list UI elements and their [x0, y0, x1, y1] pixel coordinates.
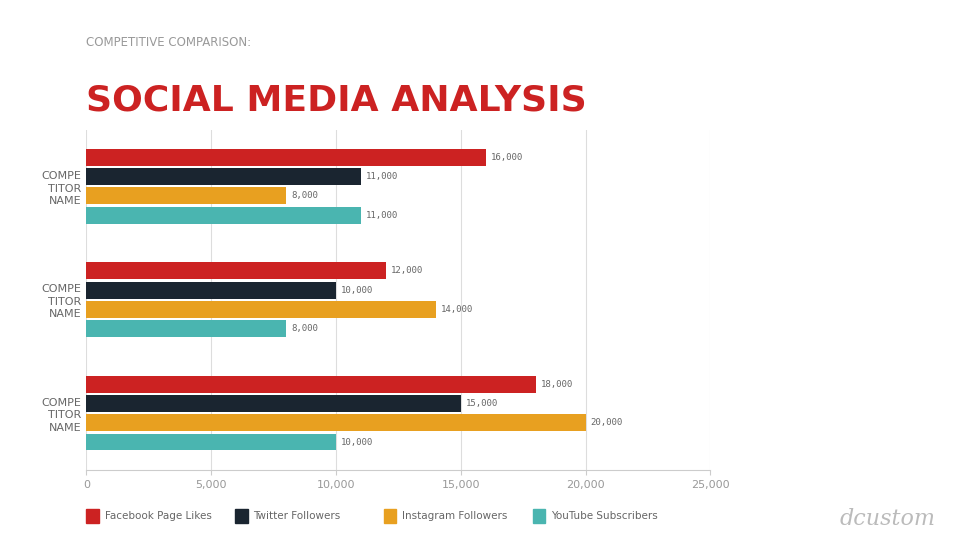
Text: YOUR BRAND:: YOUR BRAND: [750, 157, 824, 166]
Bar [86, 414, 586, 431]
Bar [86, 262, 386, 279]
Text: YOUTUBE: YOUTUBE [750, 307, 794, 317]
Text: Facebook Page Likes: Facebook Page Likes [105, 511, 211, 521]
Text: : 200,000: : 200,000 [871, 190, 926, 204]
Text: YouTube Subscribers: YouTube Subscribers [551, 511, 658, 521]
Text: Twitter Followers: Twitter Followers [253, 511, 341, 521]
Bar [86, 434, 336, 450]
Text: Instagram Followers: Instagram Followers [402, 511, 508, 521]
Bar [86, 320, 286, 337]
Bar [86, 149, 486, 166]
Bar [86, 395, 461, 412]
Bar [86, 281, 336, 299]
Text: : 550,00: : 550,00 [856, 307, 904, 320]
Text: COMPETITIVE COMPARISON:: COMPETITIVE COMPARISON: [86, 36, 252, 49]
Text: INSTAGRAM: INSTAGRAM [750, 268, 806, 278]
Text: 10,000: 10,000 [341, 286, 373, 294]
Text: : 40,000: : 40,000 [886, 268, 934, 281]
Bar [86, 168, 361, 185]
Text: 12,000: 12,000 [391, 266, 423, 275]
Bar [86, 301, 436, 318]
Text: TWITTER: TWITTER [750, 230, 794, 239]
Bar [86, 207, 361, 224]
Text: : 20,000: : 20,000 [856, 230, 904, 242]
Text: 16,000: 16,000 [491, 153, 523, 162]
Text: 8,000: 8,000 [291, 324, 318, 333]
Text: dcustom: dcustom [840, 509, 936, 530]
Text: 14,000: 14,000 [441, 305, 473, 314]
Bar [86, 187, 286, 205]
Text: 10,000: 10,000 [341, 437, 373, 447]
Text: FACEBOOK: FACEBOOK [750, 190, 800, 200]
Text: 18,000: 18,000 [540, 380, 573, 389]
Text: SOCIAL MEDIA ANALYSIS: SOCIAL MEDIA ANALYSIS [86, 84, 588, 118]
Text: 8,000: 8,000 [291, 192, 318, 200]
Text: 11,000: 11,000 [366, 211, 398, 220]
Text: 15,000: 15,000 [466, 399, 498, 408]
Text: 11,000: 11,000 [366, 172, 398, 181]
Text: 20,000: 20,000 [590, 418, 623, 427]
Bar [86, 376, 536, 393]
